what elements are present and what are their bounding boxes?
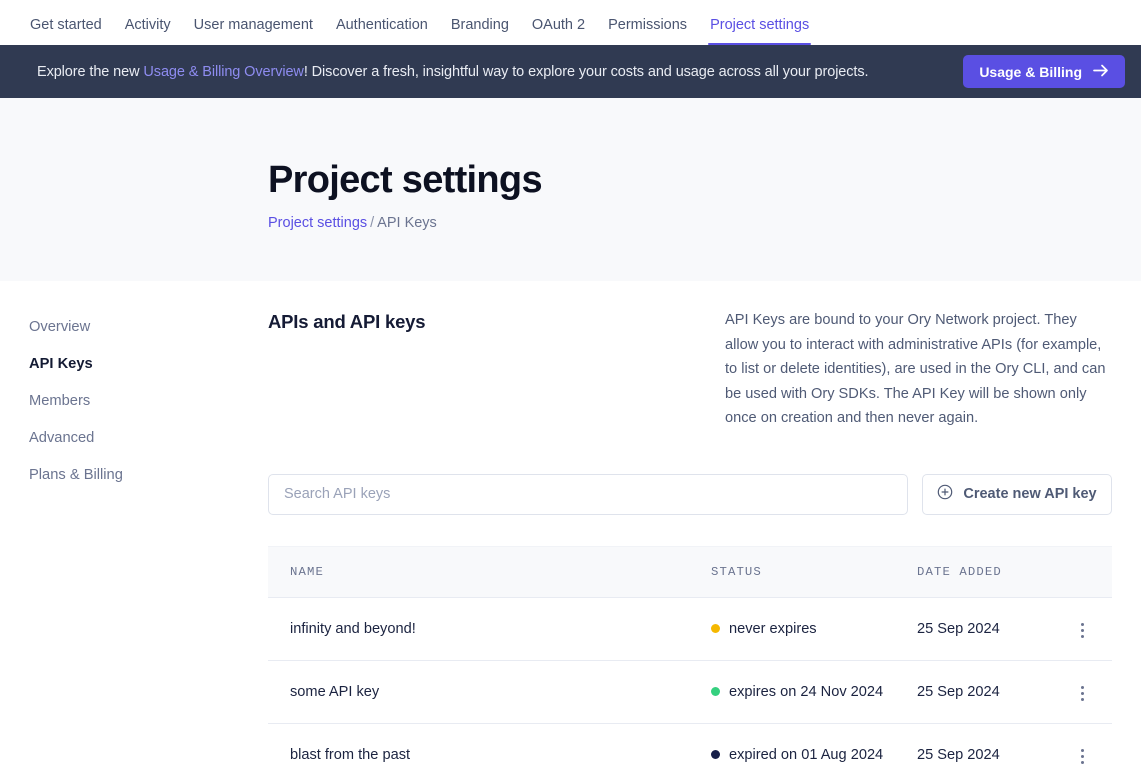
api-key-date-added: 25 Sep 2024 <box>917 597 1054 661</box>
section-intro: APIs and API keys API Keys are bound to … <box>268 308 1112 431</box>
column-header-name[interactable]: NAME <box>268 545 702 598</box>
breadcrumb-current: API Keys <box>377 215 437 232</box>
create-new-api-key-label: Create new API key <box>963 486 1097 503</box>
section-description: API Keys are bound to your Ory Network p… <box>725 312 1106 427</box>
api-keys-table: NAME STATUS DATE ADDED infinity and beyo… <box>268 545 1112 783</box>
sidebar-item-api-keys[interactable]: API Keys <box>29 355 93 372</box>
breadcrumb-separator: / <box>370 215 375 232</box>
banner-text-after: ! Discover a fresh, insightful way to ex… <box>303 63 869 80</box>
arrow-right-icon <box>1093 64 1109 80</box>
table-row[interactable]: blast from the past expired on 01 Aug 202… <box>268 723 1112 783</box>
top-nav-item-user-management[interactable]: User management <box>193 16 313 33</box>
banner-link[interactable]: Usage & Billing Overview <box>143 63 304 80</box>
top-nav-item-permissions[interactable]: Permissions <box>608 16 688 33</box>
top-nav-item-project-settings[interactable]: Project settings <box>708 17 812 46</box>
sidebar-item-overview[interactable]: Overview <box>29 318 91 335</box>
api-key-name: some API key <box>268 660 702 724</box>
sidebar-item-plans-billing[interactable]: Plans & Billing <box>29 466 123 483</box>
sidebar-item-members[interactable]: Members <box>29 392 91 409</box>
status-dot-icon <box>711 687 720 697</box>
table-row[interactable]: some API key expires on 24 Nov 2024 25 Sep… <box>268 660 1112 724</box>
status-label: expires on 24 Nov 2024 <box>729 683 884 700</box>
column-header-status[interactable]: STATUS <box>702 545 917 598</box>
table-header-row: NAME STATUS DATE ADDED <box>268 545 1112 598</box>
breadcrumb-link-project-settings[interactable]: Project settings <box>268 215 368 232</box>
status-dot-icon <box>711 750 720 760</box>
top-nav-item-branding[interactable]: Branding <box>450 16 509 33</box>
api-key-actions-cell <box>1054 660 1112 724</box>
status-badge: expired on 01 Aug 2024 <box>711 747 917 763</box>
settings-sidebar: Overview API Keys Members Advanced Plans & B… <box>0 308 268 783</box>
section-intro-left: APIs and API keys <box>268 308 701 431</box>
status-label: expired on 01 Aug 2024 <box>729 746 884 763</box>
create-new-api-key-button[interactable]: Create new API key <box>922 473 1112 515</box>
api-key-actions-cell <box>1054 723 1112 783</box>
api-key-name: infinity and beyond! <box>268 597 702 661</box>
api-key-actions-cell <box>1054 597 1112 661</box>
toolbar-row: Create new API key <box>268 473 1112 515</box>
page-title: Project settings <box>268 158 543 201</box>
sidebar-item-advanced[interactable]: Advanced <box>29 429 95 446</box>
api-keys-table-head: NAME STATUS DATE ADDED <box>268 545 1112 598</box>
breadcrumb: Project settings / API Keys <box>268 215 1141 231</box>
main-content: APIs and API keys API Keys are bound to … <box>268 308 1141 783</box>
api-key-status-cell: never expires <box>702 597 917 661</box>
top-nav-item-authentication[interactable]: Authentication <box>335 16 428 33</box>
top-nav-item-activity[interactable]: Activity <box>124 16 171 33</box>
api-key-status-cell: expired on 01 Aug 2024 <box>702 723 917 783</box>
api-keys-table-body: infinity and beyond! never expires 25 Sep … <box>268 597 1112 783</box>
kebab-menu-icon[interactable] <box>1069 680 1095 706</box>
top-navigation: Get started Activity User management Authen… <box>0 0 1141 45</box>
page-hero: Project settings Project settings / API Ke… <box>0 98 1141 281</box>
promo-banner: Explore the new Usage & Billing Overview… <box>0 45 1141 98</box>
top-nav-list: Get started Activity User management Authen… <box>30 0 812 46</box>
banner-text-before: Explore the new <box>37 63 144 80</box>
status-badge: never expires <box>711 621 917 637</box>
top-nav-item-oauth-2[interactable]: OAuth 2 <box>531 16 586 33</box>
status-label: never expires <box>729 620 817 637</box>
usage-billing-button[interactable]: Usage & Billing <box>963 55 1125 88</box>
api-key-name: blast from the past <box>268 723 702 783</box>
search-input[interactable] <box>268 473 908 515</box>
kebab-menu-icon[interactable] <box>1069 617 1095 643</box>
api-key-status-cell: expires on 24 Nov 2024 <box>702 660 917 724</box>
section-title: APIs and API keys <box>268 311 426 332</box>
banner-message: Explore the new Usage & Billing Overview… <box>37 63 869 80</box>
usage-billing-button-label: Usage & Billing <box>979 63 1082 80</box>
status-badge: expires on 24 Nov 2024 <box>711 684 917 700</box>
table-row[interactable]: infinity and beyond! never expires 25 Sep … <box>268 597 1112 661</box>
column-header-date-added[interactable]: DATE ADDED <box>917 545 1054 598</box>
page-body: Overview API Keys Members Advanced Plans & B… <box>0 281 1141 783</box>
status-dot-icon <box>711 624 720 634</box>
api-key-date-added: 25 Sep 2024 <box>917 660 1054 724</box>
top-nav-item-get-started[interactable]: Get started <box>30 16 102 33</box>
column-header-actions <box>1054 545 1112 598</box>
api-key-date-added: 25 Sep 2024 <box>917 723 1054 783</box>
plus-circle-icon <box>937 484 953 504</box>
kebab-menu-icon[interactable] <box>1069 743 1095 769</box>
